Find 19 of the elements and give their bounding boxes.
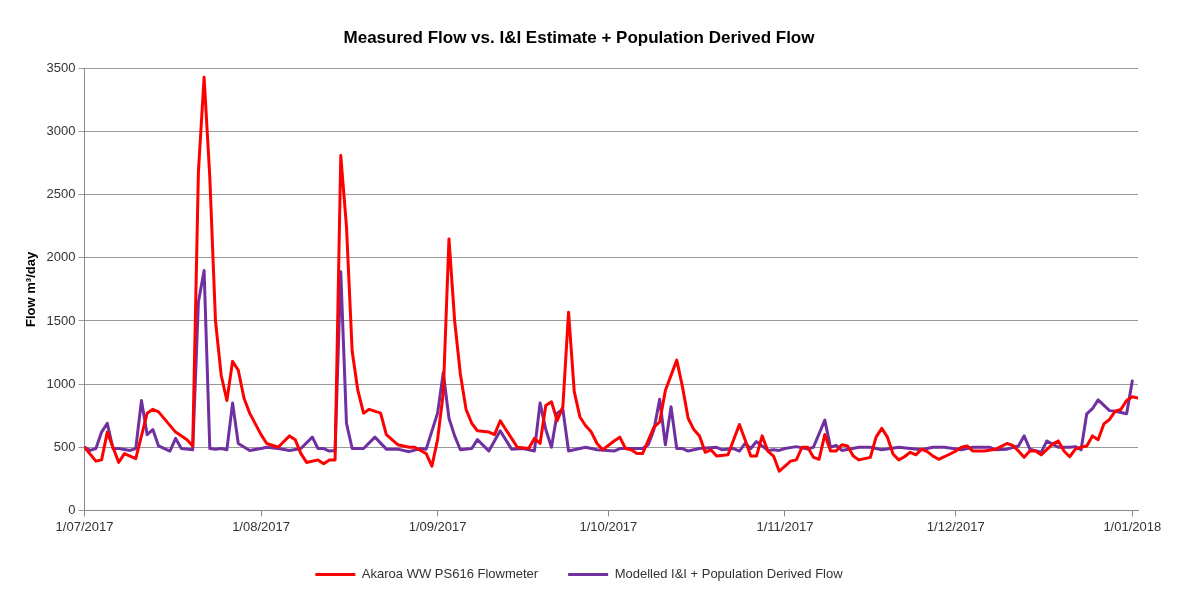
x-tick-label: 1/08/2017: [232, 518, 290, 534]
chart-title: Measured Flow vs. I&I Estimate + Population Derived Flow: [343, 27, 816, 47]
y-tick-label: 3500: [46, 59, 76, 75]
x-tick-label: 1/09/2017: [408, 518, 467, 534]
y-tick-label: 3000: [46, 123, 76, 139]
y-tick-label: 500: [53, 438, 76, 454]
y-tick-label: 1000: [46, 375, 76, 391]
y-tick-label: 0: [68, 501, 76, 517]
y-axis-title: Flow m³/day: [23, 251, 39, 327]
y-tick-label: 2500: [46, 186, 76, 202]
y-tick-label: 1500: [46, 312, 76, 328]
x-tick-label: 1/01/2018: [1103, 518, 1162, 534]
legend-label: Akaroa WW PS616 Flowmeter: [361, 566, 539, 582]
x-tick-label: 1/10/2017: [579, 518, 638, 534]
x-tick-label: 1/12/2017: [926, 518, 985, 534]
x-tick-label: 1/11/2017: [756, 518, 814, 534]
x-tick-label: 1/07/2017: [55, 518, 114, 534]
y-tick-label: 2000: [46, 249, 76, 265]
legend-label: Modelled I&I + Population Derived Flow: [614, 566, 844, 582]
